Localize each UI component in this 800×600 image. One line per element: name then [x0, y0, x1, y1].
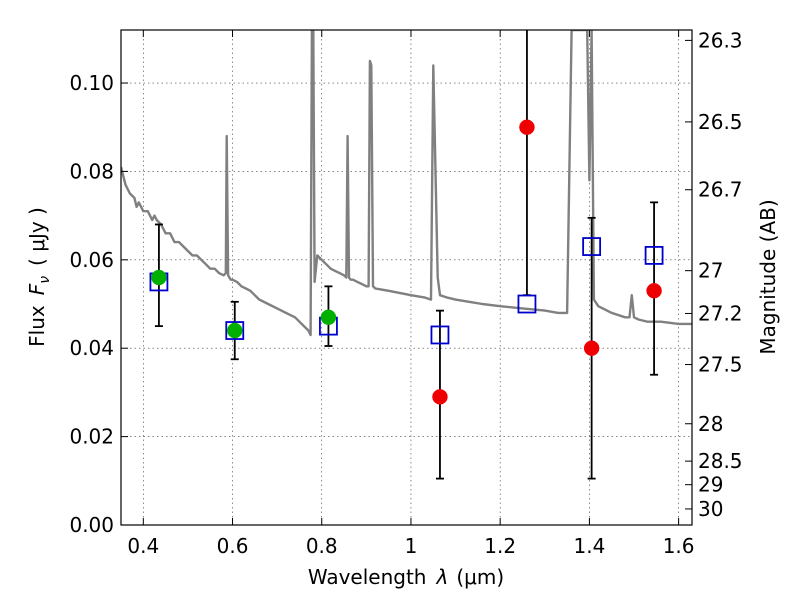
- x-tick-label: 0.6: [217, 534, 249, 558]
- sed-curve: [121, 30, 692, 337]
- green-observed-point: [320, 309, 337, 326]
- model-photometry-box: [644, 246, 664, 265]
- x-tick-label: 0.8: [306, 534, 338, 558]
- y-tick-label: 0.04: [69, 336, 114, 360]
- right-y-tick-label: 28.5: [698, 449, 743, 473]
- model-photometry-box: [582, 237, 602, 256]
- plot-frame: [120, 29, 693, 526]
- right-y-tick-label: 26.5: [698, 110, 743, 134]
- red-observed-point: [646, 283, 662, 299]
- right-y-tick-label: 26.7: [698, 178, 743, 202]
- y-tick-label: 0.02: [69, 425, 114, 449]
- right-y-tick-label: 29: [698, 473, 723, 497]
- x-tick-label: 1: [405, 534, 418, 558]
- right-y-axis-label: Magnitude (AB): [756, 199, 780, 354]
- model-photometry-box: [430, 325, 450, 345]
- red-observed-point: [432, 389, 448, 405]
- axis-ticks: [121, 30, 692, 526]
- y-tick-label: 0.08: [69, 159, 114, 183]
- right-y-tick-label: 30: [698, 497, 723, 521]
- model-photometry-box: [517, 294, 537, 314]
- right-y-tick-label: 26.3: [698, 28, 743, 52]
- right-y-tick-label: 28: [698, 412, 723, 436]
- y-tick-label: 0.06: [69, 248, 114, 272]
- right-y-tick-label: 27: [698, 259, 723, 283]
- y-axis-label: FluxFν( μJy ): [25, 207, 53, 347]
- green-observed-point: [151, 269, 167, 286]
- y-tick-label: 0.00: [69, 513, 114, 537]
- x-axis-label: Wavelength λ (μm): [308, 565, 504, 589]
- x-tick-label: 1.2: [484, 534, 516, 558]
- tick-labels: 0.4 0.6 0.8 1 1.2 1.4 1.6 0.00 0.02 0.04 0.06 0.08 0…: [69, 28, 742, 558]
- x-tick-label: 0.4: [127, 534, 159, 558]
- right-y-tick-label: 27.2: [698, 301, 743, 325]
- x-tick-label: 1.6: [663, 534, 695, 558]
- observed-photometry-points: [151, 119, 662, 405]
- red-observed-point: [519, 119, 535, 135]
- green-observed-point: [227, 322, 243, 339]
- right-y-tick-label: 27.5: [698, 353, 743, 377]
- y-tick-label: 0.10: [69, 71, 114, 95]
- x-tick-label: 1.4: [573, 534, 605, 558]
- red-observed-point: [583, 340, 600, 356]
- sed-model-spectrum: [121, 30, 692, 337]
- grid: [121, 30, 692, 526]
- model-photometry-box: [225, 321, 245, 340]
